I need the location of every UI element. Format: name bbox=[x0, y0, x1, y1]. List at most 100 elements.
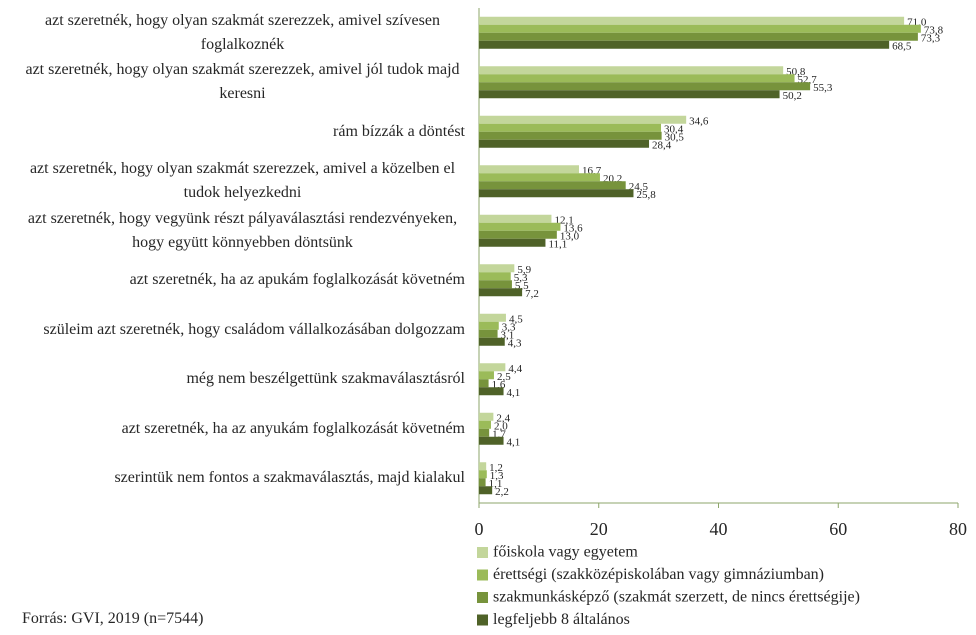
bar bbox=[479, 16, 905, 25]
bar bbox=[479, 189, 634, 198]
bar bbox=[479, 462, 487, 471]
category-label-box: azt szeretnék, hogy olyan szakmát szerez… bbox=[0, 157, 465, 205]
bar bbox=[479, 363, 506, 372]
bar bbox=[479, 486, 493, 495]
value-label: 2,2 bbox=[495, 486, 509, 498]
value-label: 4,1 bbox=[507, 387, 521, 399]
legend-label: szakmunkásképző (szakmát szerzett, de ni… bbox=[493, 589, 860, 606]
value-label: 3,3 bbox=[502, 321, 516, 333]
bar bbox=[479, 238, 546, 247]
value-label: 4,4 bbox=[508, 363, 522, 375]
value-label: 2,4 bbox=[496, 412, 510, 424]
value-label: 34,6 bbox=[689, 115, 709, 127]
value-label: 30,5 bbox=[665, 131, 685, 143]
legend-swatch bbox=[477, 547, 488, 558]
bar bbox=[479, 321, 499, 330]
category-label-box: rám bízzák a döntést bbox=[0, 120, 465, 144]
bar bbox=[479, 66, 784, 75]
x-tick-label: 60 bbox=[829, 519, 847, 539]
bar bbox=[479, 131, 662, 140]
category-label-box: azt szeretnék, ha az apukám foglalkozásá… bbox=[0, 268, 465, 292]
legend-label: főiskola vagy egyetem bbox=[493, 544, 638, 561]
value-label: 30,4 bbox=[664, 123, 684, 135]
bar bbox=[479, 115, 687, 124]
legend-swatch bbox=[477, 614, 488, 626]
bar bbox=[479, 222, 561, 231]
value-label: 1,3 bbox=[490, 470, 504, 482]
value-label: 55,3 bbox=[813, 82, 833, 94]
value-label: 1,2 bbox=[489, 462, 503, 474]
bar bbox=[479, 412, 494, 421]
bar bbox=[479, 32, 918, 41]
value-label: 7,2 bbox=[525, 288, 539, 300]
legend-swatch bbox=[477, 592, 488, 603]
value-label: 68,5 bbox=[892, 40, 912, 52]
value-label: 28,4 bbox=[652, 139, 672, 151]
bar bbox=[479, 264, 515, 273]
bar bbox=[479, 181, 626, 190]
value-label: 2,0 bbox=[494, 420, 508, 432]
bar bbox=[479, 24, 921, 33]
y-tick-label: azt szeretnék, hogy olyan szakmát szerez… bbox=[25, 61, 460, 103]
bar bbox=[479, 329, 498, 338]
value-label: 24,5 bbox=[629, 181, 649, 193]
bar bbox=[479, 379, 489, 388]
y-tick-label: azt szeretnék, hogy olyan szakmát szerez… bbox=[29, 160, 456, 202]
bar bbox=[479, 313, 506, 322]
value-label: 13,6 bbox=[563, 222, 583, 234]
value-label: 5,3 bbox=[514, 272, 528, 284]
category-label-box: szerintük nem fontos a szakmaválasztás, … bbox=[0, 466, 465, 490]
bar bbox=[479, 230, 557, 239]
value-label: 4,3 bbox=[508, 337, 522, 349]
bar bbox=[479, 387, 504, 396]
value-label: 73,8 bbox=[924, 24, 944, 36]
bar bbox=[479, 165, 579, 174]
value-label: 13,0 bbox=[560, 230, 580, 242]
value-label: 73,3 bbox=[921, 32, 941, 44]
bar bbox=[479, 90, 780, 99]
value-label: 11,1 bbox=[548, 238, 567, 250]
bar bbox=[479, 214, 552, 223]
value-label: 2,5 bbox=[497, 371, 511, 383]
bar bbox=[479, 280, 512, 289]
value-label: 5,9 bbox=[517, 264, 531, 276]
x-tick-label: 80 bbox=[949, 519, 967, 539]
legend-label: legfeljebb 8 általános bbox=[493, 611, 630, 628]
bar bbox=[479, 173, 600, 182]
bar bbox=[479, 272, 511, 281]
legend-label: érettségi (szakközépiskolában vagy gimná… bbox=[493, 566, 824, 583]
value-label: 50,2 bbox=[783, 90, 802, 102]
y-tick-label: szüleim azt szeretnék, hogy családom vál… bbox=[43, 320, 465, 338]
bar bbox=[479, 82, 811, 91]
x-tick-label: 40 bbox=[710, 519, 728, 539]
y-tick-label: rám bízzák a döntést bbox=[333, 122, 465, 140]
y-tick-label: azt szeretnék, ha az anyukám foglalkozás… bbox=[121, 419, 465, 437]
y-tick-label: még nem beszélgettünk szakmaválasztásról bbox=[186, 370, 465, 388]
y-tick-label: azt szeretnék, ha az apukám foglalkozásá… bbox=[129, 271, 465, 289]
category-label-box: azt szeretnék, hogy olyan szakmát szerez… bbox=[0, 58, 465, 106]
value-label: 25,8 bbox=[636, 189, 656, 201]
x-tick-label: 20 bbox=[590, 519, 608, 539]
category-label-box: azt szeretnék, hogy olyan szakmát szerez… bbox=[0, 9, 465, 57]
bar bbox=[479, 139, 650, 148]
bar bbox=[479, 420, 491, 429]
bar bbox=[479, 371, 494, 380]
category-label-box: szüleim azt szeretnék, hogy családom vál… bbox=[0, 318, 465, 342]
bar bbox=[479, 470, 487, 479]
y-tick-label: szerintük nem fontos a szakmaválasztás, … bbox=[114, 469, 465, 487]
y-tick-label: azt szeretnék, hogy vegyünk részt pályav… bbox=[27, 209, 458, 251]
value-label: 4,1 bbox=[507, 436, 521, 448]
value-label: 4,5 bbox=[509, 313, 523, 325]
bar bbox=[479, 288, 523, 297]
x-tick-label: 0 bbox=[475, 519, 484, 539]
y-tick-label: azt szeretnék, hogy olyan szakmát szerez… bbox=[45, 11, 440, 53]
bar bbox=[479, 123, 662, 132]
source-note: Forrás: GVI, 2019 (n=7544) bbox=[22, 610, 204, 627]
bar bbox=[479, 337, 505, 346]
bar bbox=[479, 436, 504, 445]
bar bbox=[479, 74, 795, 83]
bar bbox=[479, 428, 490, 437]
category-label-box: azt szeretnék, ha az anyukám foglalkozás… bbox=[0, 417, 465, 441]
